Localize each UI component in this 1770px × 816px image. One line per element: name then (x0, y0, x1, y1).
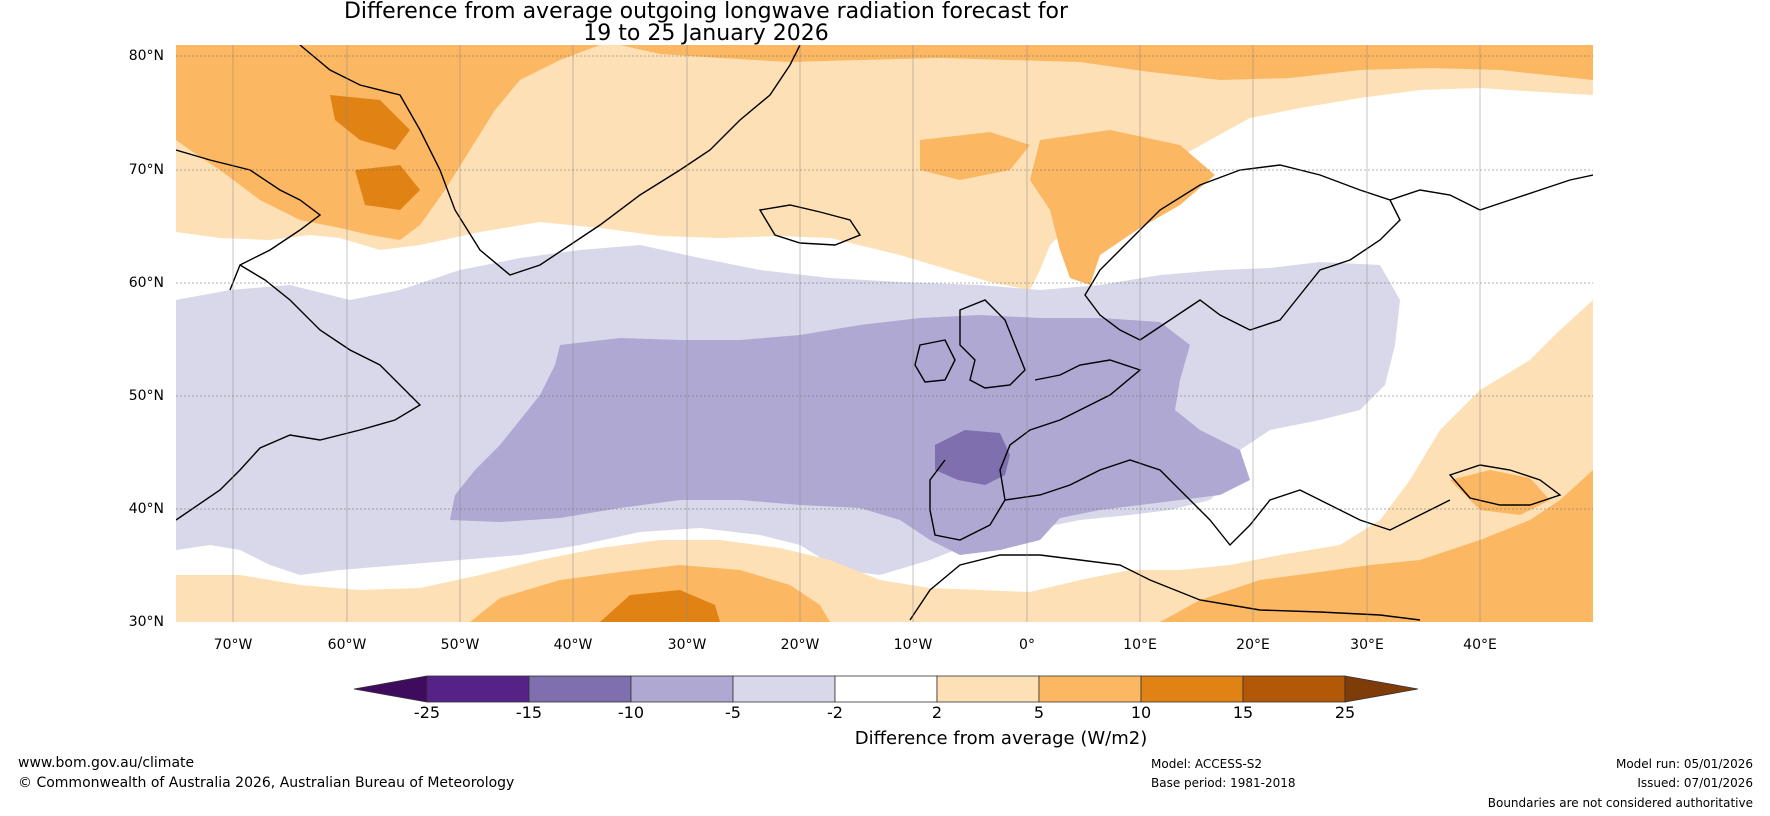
colorbar-box-6 (936, 675, 1040, 703)
anomaly-region-biscay-dark-purple (935, 430, 1010, 485)
colorbar-title-text: Difference from average (W/m2) (854, 728, 1148, 749)
lat-label-60n: 60°N (128, 275, 164, 291)
colorbar-title: Difference from average (W/m2) (0, 730, 1770, 748)
coastline-russia-north (1389, 174, 1593, 211)
colorbar-tick-label: -5 (725, 703, 741, 722)
colorbar-tick-label: 10 (1130, 703, 1152, 722)
lon-label-50w: 50°W (440, 637, 480, 653)
lon-label-20e: 20°E (1236, 637, 1270, 653)
anomaly-region-barents-medium (920, 132, 1030, 180)
colorbar-box-8 (1140, 675, 1244, 703)
lon-label-20w: 20°W (780, 637, 820, 653)
colorbar-tick-label: -2 (827, 703, 843, 722)
lon-label-40e: 40°E (1463, 637, 1497, 653)
anomaly-region-eastmed-medium (1450, 470, 1550, 515)
chart-title-line-1: Difference from average outgoing longwav… (343, 0, 1069, 24)
footer-model-run: Model run: 05/01/2026 (1615, 757, 1753, 771)
colorbar-box-3 (630, 675, 734, 703)
footer-model: Model: ACCESS-S2 (1151, 757, 1263, 771)
chart-title-line-2: 19 to 25 January 2026 (583, 21, 829, 46)
graticule (176, 55, 1593, 510)
lat-label-70n: 70°N (128, 162, 164, 178)
lon-label-0: 0° (1019, 637, 1035, 653)
colorbar (353, 675, 1419, 703)
lon-label-30e: 30°E (1350, 637, 1384, 653)
colorbar-tick-label: -25 (413, 703, 441, 722)
colorbar-tick-label: -10 (617, 703, 645, 722)
coastline-mediterranean-north (1004, 459, 1451, 547)
coastline-british-isles (959, 299, 1026, 389)
colorbar-tick-label: -15 (515, 703, 543, 722)
colorbar-tick-label: 5 (1033, 703, 1045, 722)
lon-label-70w: 70°W (213, 637, 253, 653)
anomaly-field (176, 45, 1593, 622)
coastlines (176, 45, 1593, 621)
coastline-europe-west (929, 359, 1142, 541)
anomaly-region-greenland-dark-2 (355, 165, 420, 210)
anomaly-region-arctic-medium (620, 45, 1593, 80)
colorbar-extend-right (1344, 675, 1419, 703)
coastline-africa-north (909, 554, 1421, 621)
colorbar-box-5 (834, 675, 938, 703)
colorbar-tick-label: 15 (1232, 703, 1254, 722)
graticule-meridians (232, 45, 1481, 622)
lon-label-10e: 10°E (1123, 637, 1157, 653)
anomaly-region-atlantic-medium-purple (450, 315, 1250, 555)
coastline-scandinavia (1084, 164, 1401, 341)
lat-label-40n: 40°N (128, 501, 164, 517)
colorbar-box-2 (528, 675, 632, 703)
anomaly-region-south-dark (600, 590, 720, 622)
colorbar-tick-label: 2 (931, 703, 943, 722)
footer-boundaries-disclaimer: Boundaries are not considered authoritat… (1487, 796, 1753, 810)
colorbar-extend-left (353, 675, 428, 703)
footer-base-period: Base period: 1981-2018 (1151, 776, 1296, 790)
anomaly-region-norwegian-sea-medium (1030, 130, 1215, 285)
lon-label-10w: 10°W (893, 637, 933, 653)
colorbar-box-9 (1242, 675, 1346, 703)
coastline-canadian-arctic (176, 149, 322, 291)
colorbar-box-1 (426, 675, 530, 703)
colorbar-tick-label: 25 (1334, 703, 1356, 722)
lon-label-30w: 30°W (667, 637, 707, 653)
anomaly-region-mideast-medium (1160, 470, 1593, 622)
lon-label-40w: 40°W (553, 637, 593, 653)
lon-label-60w: 60°W (327, 637, 367, 653)
anomaly-region-north-light (176, 45, 1593, 290)
footer-website-link[interactable]: www.bom.gov.au/climate (18, 755, 195, 771)
coastline-ireland (914, 339, 956, 383)
colorbar-box-4 (732, 675, 836, 703)
colorbar-box-7 (1038, 675, 1142, 703)
coastline-greenland (299, 45, 801, 276)
coastline-labrador (176, 264, 422, 521)
lat-label-50n: 50°N (128, 388, 164, 404)
footer-issued: Issued: 07/01/2026 (1637, 776, 1753, 790)
footer-copyright: © Commonwealth of Australia 2026, Austra… (18, 775, 515, 791)
lat-label-30n: 30°N (128, 614, 164, 630)
lat-label-80n: 80°N (128, 48, 164, 64)
anomaly-region-greenland-dark-1 (330, 95, 410, 150)
